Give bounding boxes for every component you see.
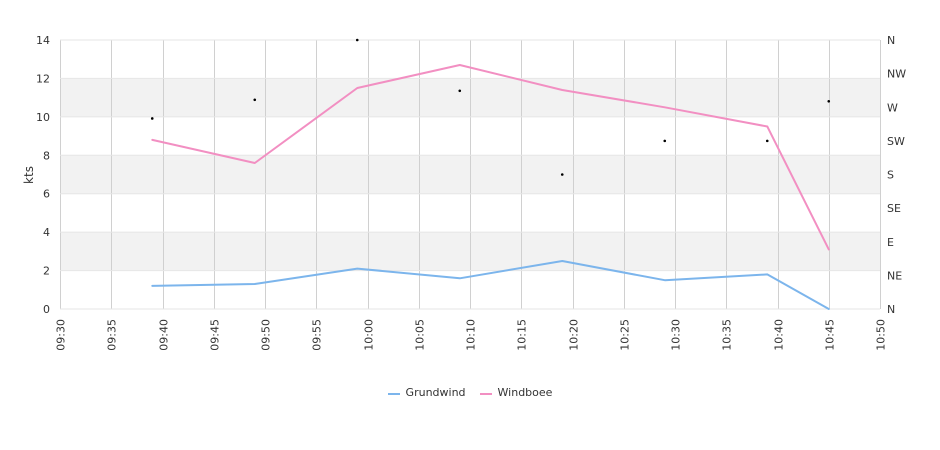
x-tick-label: 10:20 [568,319,581,351]
x-axis-labels: 09:30 09:35 09:40 09:45 09:50 09:55 10:00 10:05… [55,319,888,351]
direction-tick-label: NW [887,68,906,81]
legend-label-grundwind: Grundwind [405,386,466,399]
y-tick-label: 4 [43,226,50,239]
direction-tick-label: E [887,236,894,249]
x-tick-label: 09:45 [209,319,222,351]
y-tick-label: 14 [36,34,50,47]
direction-tick-label: S [887,169,894,182]
left-axis-labels: 0 2 4 6 8 10 12 14 [36,34,50,316]
direction-point [560,173,564,176]
x-tick-label: 09:30 [55,319,68,351]
direction-point [458,89,462,93]
series-line-grundwind [151,260,830,310]
y-tick-label: 2 [43,265,50,278]
x-tick-label: 10:50 [875,319,888,351]
direction-tick-label: SW [887,135,905,148]
direction-tick-label: W [887,101,898,114]
legend-swatch-windboee [479,392,492,395]
legend-item-windboee[interactable]: Windboee [479,386,553,399]
x-tick-label: 10:00 [363,319,376,351]
right-axis-labels: N NE E SE S SW W NW N [887,34,906,316]
y-tick-label: 8 [43,149,50,162]
legend-label-windboee: Windboee [497,386,553,399]
series-group [150,38,831,310]
legend-swatch-grundwind [387,392,400,395]
x-tick-label: 10:30 [670,319,683,351]
direction-point [765,139,769,143]
direction-tick-label: N [887,303,895,316]
x-tick-label: 10:25 [619,319,632,351]
y-tick-label: 12 [36,72,50,85]
x-tick-label: 10:10 [465,319,478,351]
y-axis-title: kts [22,166,36,184]
x-tick-label: 10:35 [721,319,734,351]
y-tick-label: 6 [43,188,50,201]
direction-point [150,117,154,120]
legend-item-grundwind[interactable]: Grundwind [387,386,466,399]
x-tick-label: 10:05 [414,319,427,351]
direction-point [663,139,667,143]
y-tick-label: 0 [43,303,50,316]
x-tick-label: 09:50 [260,319,273,351]
horizontal-gridlines [60,39,880,310]
direction-point [827,99,831,103]
vertical-gridlines [60,40,881,309]
series-line-windboee [151,64,830,251]
x-tick-label: 09:40 [158,319,171,351]
direction-point [355,38,359,42]
direction-point [253,98,257,102]
direction-tick-label: SE [887,202,901,215]
x-tick-label: 09:35 [106,319,119,351]
direction-tick-label: NE [887,269,902,282]
x-tick-label: 10:15 [516,319,529,351]
x-tick-label: 10:45 [824,319,837,351]
x-tick-label: 09:55 [311,319,324,351]
y-tick-label: 10 [36,111,50,124]
legend: Grundwind Windboee [0,386,940,399]
x-tick-label: 10:40 [773,319,786,351]
direction-tick-label: N [887,34,895,47]
